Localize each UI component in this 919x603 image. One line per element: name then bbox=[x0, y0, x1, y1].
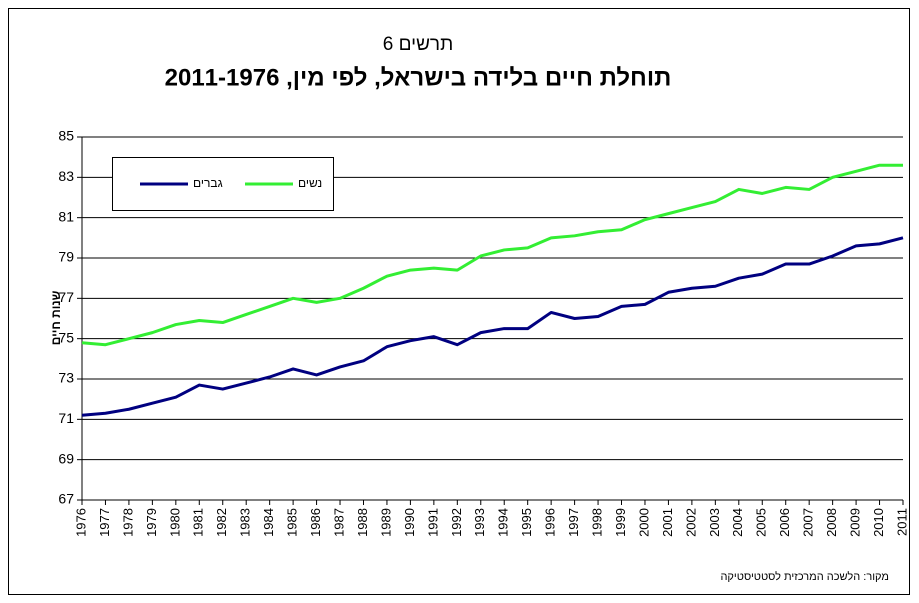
x-tick-label: 1977 bbox=[97, 508, 112, 537]
x-tick-label: 1989 bbox=[378, 508, 393, 537]
x-tick-label: 1997 bbox=[566, 508, 581, 537]
x-tick-label: 2006 bbox=[777, 508, 792, 537]
y-tick-label: 81 bbox=[58, 208, 74, 224]
x-tick-label: 2001 bbox=[660, 508, 675, 537]
chart-subtitle: תרשים 6 bbox=[383, 34, 453, 55]
x-tick-label: 1987 bbox=[331, 508, 346, 537]
x-tick-label: 1976 bbox=[73, 508, 88, 537]
y-axis-label: שנות חיים bbox=[49, 290, 63, 345]
x-tick-label: 2000 bbox=[636, 508, 651, 537]
y-tick-label: 77 bbox=[58, 289, 74, 305]
series-line bbox=[81, 163, 903, 347]
source-note: מקור: הלשכה המרכזית לסטטיסטיקה bbox=[720, 570, 889, 583]
legend-label: נשים bbox=[298, 176, 322, 190]
x-tick-label: 1984 bbox=[261, 508, 276, 537]
y-tick-label: 83 bbox=[58, 168, 74, 184]
x-tick-label: 1996 bbox=[543, 508, 558, 537]
x-tick-label: 1982 bbox=[214, 508, 229, 537]
y-tick-label: 71 bbox=[58, 410, 74, 426]
x-tick-label: 1980 bbox=[167, 508, 182, 537]
x-tick-label: 1993 bbox=[472, 508, 487, 537]
x-tick-label: 1992 bbox=[449, 508, 464, 537]
x-tick-label: 2005 bbox=[754, 508, 769, 537]
x-tick-label: 1978 bbox=[120, 508, 135, 537]
x-tick-label: 1990 bbox=[402, 508, 417, 537]
y-tick-label: 73 bbox=[58, 370, 74, 386]
x-tick-label: 1985 bbox=[285, 508, 300, 537]
x-tick-label: 2011 bbox=[894, 508, 909, 536]
x-tick-label: 2002 bbox=[683, 508, 698, 537]
frame bbox=[8, 8, 910, 595]
x-tick-label: 2007 bbox=[801, 508, 816, 537]
chart-title: תוחלת חיים בלידה בישראל, לפי מין, 2011-1… bbox=[165, 64, 672, 91]
x-tick-label: 2008 bbox=[824, 508, 839, 537]
y-tick-label: 85 bbox=[58, 128, 74, 144]
series-line bbox=[81, 236, 904, 417]
x-tick-label: 1991 bbox=[425, 508, 440, 537]
x-tick-label: 2003 bbox=[707, 508, 722, 537]
x-tick-label: 2009 bbox=[848, 508, 863, 537]
x-tick-label: 1999 bbox=[613, 508, 628, 537]
x-tick-label: 1988 bbox=[355, 508, 370, 537]
x-tick-label: 1994 bbox=[496, 508, 511, 537]
x-tick-label: 2010 bbox=[871, 508, 886, 537]
x-tick-label: 1995 bbox=[519, 508, 534, 537]
x-tick-label: 1981 bbox=[191, 508, 206, 537]
x-tick-label: 1979 bbox=[144, 508, 159, 537]
x-tick-label: 1986 bbox=[308, 508, 323, 537]
x-tick-label: 1983 bbox=[238, 508, 253, 537]
x-tick-label: 2004 bbox=[730, 508, 745, 537]
y-tick-label: 75 bbox=[58, 329, 74, 345]
legend-label: גברים bbox=[193, 176, 223, 190]
y-tick-label: 79 bbox=[58, 249, 74, 265]
y-tick-label: 69 bbox=[58, 450, 74, 466]
y-tick-label: 67 bbox=[58, 491, 74, 507]
x-tick-label: 1998 bbox=[589, 508, 604, 537]
